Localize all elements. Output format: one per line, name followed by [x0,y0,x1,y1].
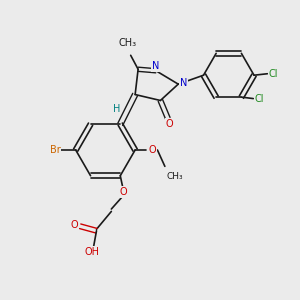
Text: O: O [148,145,156,155]
Text: OH: OH [85,247,100,257]
Text: O: O [166,119,173,129]
Text: CH₃: CH₃ [118,38,137,49]
Text: Cl: Cl [268,69,278,79]
Text: O: O [119,187,127,197]
Text: N: N [180,78,187,88]
Text: Br: Br [50,145,60,155]
Text: Cl: Cl [254,94,264,103]
Text: H: H [113,104,120,114]
Text: O: O [71,220,79,230]
Text: N: N [152,61,159,71]
Text: CH₃: CH₃ [166,172,183,181]
